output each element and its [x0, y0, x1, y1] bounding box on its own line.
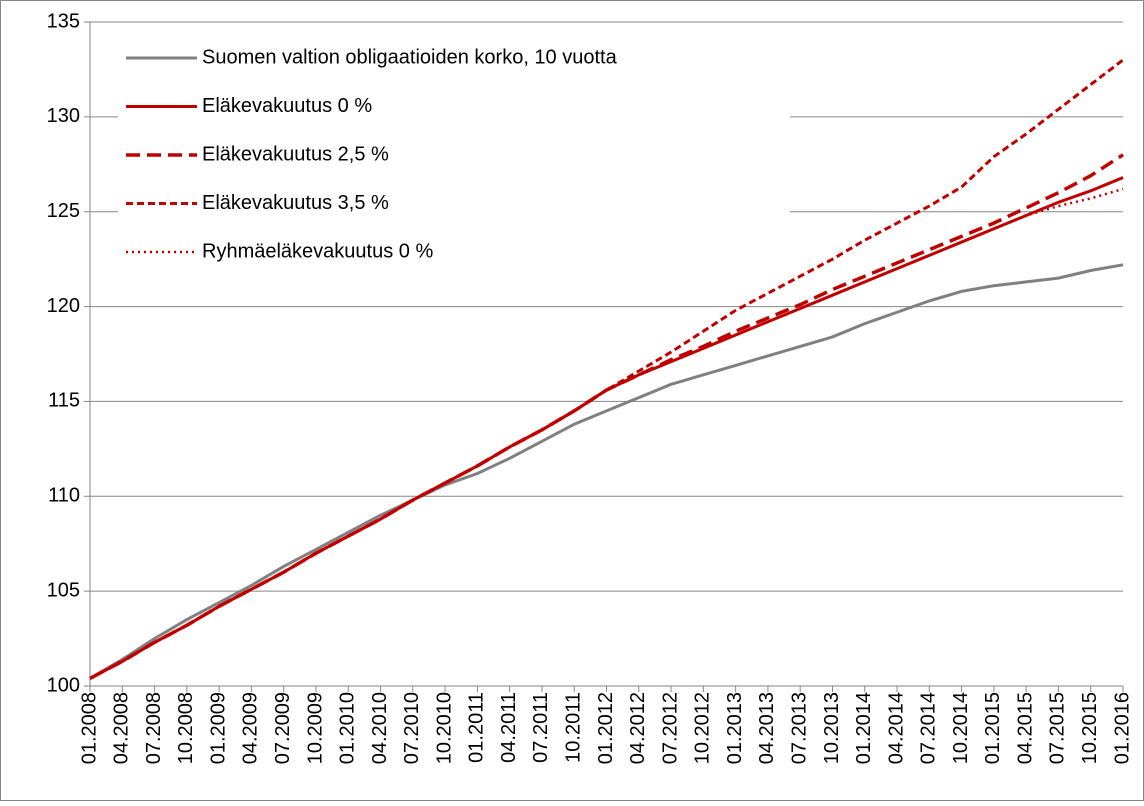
x-tick-label: 04.2008 — [111, 692, 133, 764]
x-tick-label: 07.2012 — [659, 692, 681, 764]
x-tick-label: 04.2015 — [1014, 692, 1036, 764]
series-line — [89, 176, 1124, 680]
series-line — [89, 263, 1124, 680]
x-tick-label: 01.2013 — [724, 692, 746, 764]
x-tick-label: 07.2010 — [401, 692, 423, 764]
y-tick-label: 110 — [48, 485, 80, 507]
x-tick-label: 07.2009 — [272, 692, 294, 764]
x-tick-label: 01.2015 — [982, 692, 1004, 764]
y-tick-label: 115 — [48, 390, 80, 412]
x-tick-label: 10.2010 — [433, 692, 455, 764]
y-tick-label: 135 — [47, 10, 80, 32]
x-tick-label: 04.2012 — [627, 692, 649, 764]
x-tick-label: 04.2014 — [885, 692, 907, 764]
y-tick-label: 120 — [47, 295, 80, 317]
x-tick-label: 10.2009 — [304, 692, 326, 764]
x-tick-label: 01.2009 — [207, 692, 229, 764]
legend-background — [118, 35, 790, 280]
legend-label: Eläkevakuutus 2,5 % — [202, 143, 389, 165]
x-tick-label: 10.2011 — [563, 692, 585, 763]
x-tick-label: 07.2014 — [918, 692, 940, 764]
legend-label: Ryhmäeläkevakuutus 0 % — [202, 240, 433, 262]
x-tick-label: 10.2008 — [175, 692, 197, 764]
x-tick-label: 07.2008 — [143, 692, 165, 764]
x-tick-label: 01.2010 — [337, 692, 359, 764]
x-tick-label: 07.2015 — [1047, 692, 1069, 764]
x-tick-label: 01.2012 — [595, 692, 617, 764]
y-tick-label: 130 — [47, 105, 80, 127]
y-tick-label: 100 — [47, 674, 80, 696]
y-tick-label: 125 — [47, 200, 80, 222]
x-tick-label: 01.2014 — [853, 692, 875, 764]
legend-label: Suomen valtion obligaatioiden korko, 10 … — [202, 46, 618, 68]
x-tick-label: 01.2008 — [78, 692, 100, 764]
x-tick-label: 10.2015 — [1079, 692, 1101, 764]
x-tick-label: 01.2011 — [466, 692, 488, 763]
x-tick-label: 04.2013 — [756, 692, 778, 764]
legend: Suomen valtion obligaatioiden korko, 10 … — [118, 35, 790, 280]
x-tick-label: 07.2011 — [530, 692, 552, 763]
x-tick-label: 04.2009 — [240, 692, 262, 764]
x-tick-label: 04.2010 — [369, 692, 391, 764]
x-tick-label: 10.2012 — [692, 692, 714, 764]
y-tick-label: 105 — [47, 579, 80, 601]
x-tick-label: 04.2011 — [498, 692, 520, 763]
legend-label: Eläkevakuutus 3,5 % — [202, 192, 389, 214]
x-tick-label: 10.2013 — [821, 692, 843, 764]
x-tick-label: 07.2013 — [788, 692, 810, 764]
x-tick-label: 10.2014 — [950, 692, 972, 764]
x-tick-label: 01.2016 — [1111, 692, 1133, 764]
legend-label: Eläkevakuutus 0 % — [202, 95, 372, 117]
